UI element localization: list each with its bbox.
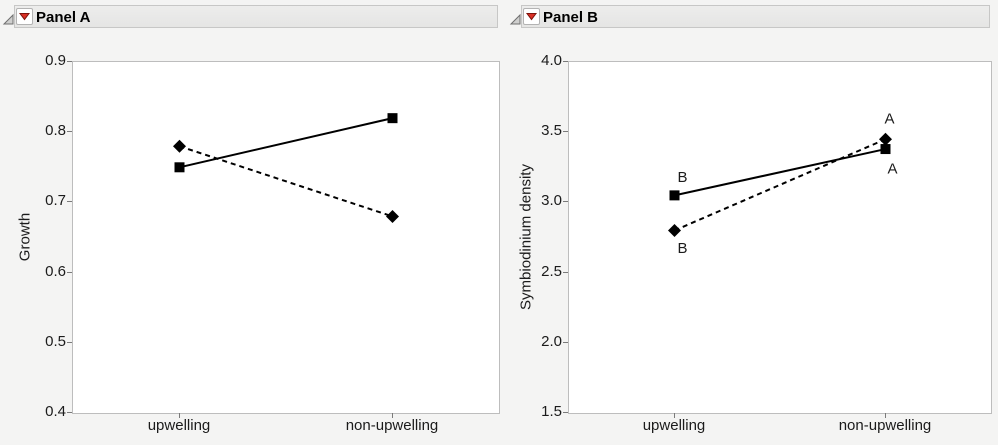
y-tick-label: 0.9	[45, 52, 66, 69]
x-tick-label: upwelling	[642, 417, 706, 434]
point-label-a: A	[884, 111, 894, 128]
series-1-diamond-marker-1[interactable]	[879, 132, 892, 146]
y-axis-title: Growth	[16, 212, 33, 261]
y-tick-mark	[67, 342, 72, 343]
panel-title: Panel A	[36, 9, 91, 26]
chart-canvas: B A B A	[668, 111, 898, 257]
x-tick-mark	[392, 413, 393, 418]
series-1-line	[179, 145, 393, 218]
disclosure-triangle-icon[interactable]	[2, 13, 15, 26]
x-tick-mark	[674, 413, 675, 418]
point-label-a: A	[887, 161, 897, 178]
y-tick-mark	[67, 61, 72, 62]
y-tick-label: 0.7	[45, 192, 66, 209]
y-tick-label: 0.8	[45, 122, 66, 139]
disclosure-triangle-icon[interactable]	[509, 13, 522, 26]
y-tick-label: 1.5	[541, 403, 562, 420]
y-tick-label: 0.6	[45, 263, 66, 280]
series-0-line	[179, 117, 393, 169]
y-tick-mark	[563, 201, 568, 202]
y-tick-mark	[67, 272, 72, 273]
panel-title: Panel B	[543, 9, 599, 26]
y-tick-label: 0.4	[45, 403, 66, 420]
y-tick-mark	[67, 412, 72, 413]
y-tick-mark	[67, 131, 72, 132]
red-triangle-menu-icon[interactable]	[16, 8, 33, 25]
y-tick-mark	[563, 272, 568, 273]
series-1-line	[674, 138, 886, 232]
y-tick-label: 3.0	[541, 192, 562, 209]
x-tick-mark	[885, 413, 886, 418]
series-1-diamond-marker-1[interactable]	[386, 209, 399, 223]
x-tick-label: non-upwelling	[838, 417, 932, 434]
panel-b: Panel B Symbiodinium density 4.0 3.5 3.0 2.5…	[499, 0, 998, 445]
y-tick-label: 3.5	[541, 122, 562, 139]
y-tick-mark	[563, 342, 568, 343]
y-tick-label: 2.5	[541, 263, 562, 280]
chart-canvas	[173, 113, 399, 223]
series-1-diamond-marker-0[interactable]	[668, 223, 681, 237]
x-tick-label: non-upwelling	[345, 417, 439, 434]
series-0-square-marker-1[interactable]	[880, 144, 891, 155]
y-tick-mark	[563, 412, 568, 413]
series-0-square-marker-0[interactable]	[669, 190, 680, 201]
x-tick-label: upwelling	[147, 417, 211, 434]
y-tick-mark	[563, 61, 568, 62]
panel-a: Panel A Growth 0.9 0.8 0.7 0.6 0.5 0.4 upwellin…	[2, 5, 500, 434]
series-0-square-marker-0[interactable]	[174, 162, 185, 173]
series-1-diamond-marker-0[interactable]	[173, 139, 186, 153]
x-tick-mark	[179, 413, 180, 418]
panel-header-bar: Panel A	[14, 5, 498, 28]
plot-area	[568, 61, 992, 414]
y-tick-mark	[67, 201, 72, 202]
plot-area	[72, 61, 500, 414]
y-tick-label: 0.5	[45, 333, 66, 350]
y-axis-title: Symbiodinium density	[517, 163, 534, 310]
y-tick-label: 2.0	[541, 333, 562, 350]
point-label-b: B	[677, 240, 687, 257]
point-label-b: B	[677, 169, 687, 186]
red-triangle-menu-icon[interactable]	[523, 8, 540, 25]
series-0-line	[674, 148, 886, 197]
y-tick-mark	[563, 131, 568, 132]
panel-header-bar: Panel B	[521, 5, 990, 28]
y-tick-label: 4.0	[541, 52, 562, 69]
series-0-square-marker-1[interactable]	[387, 113, 398, 124]
